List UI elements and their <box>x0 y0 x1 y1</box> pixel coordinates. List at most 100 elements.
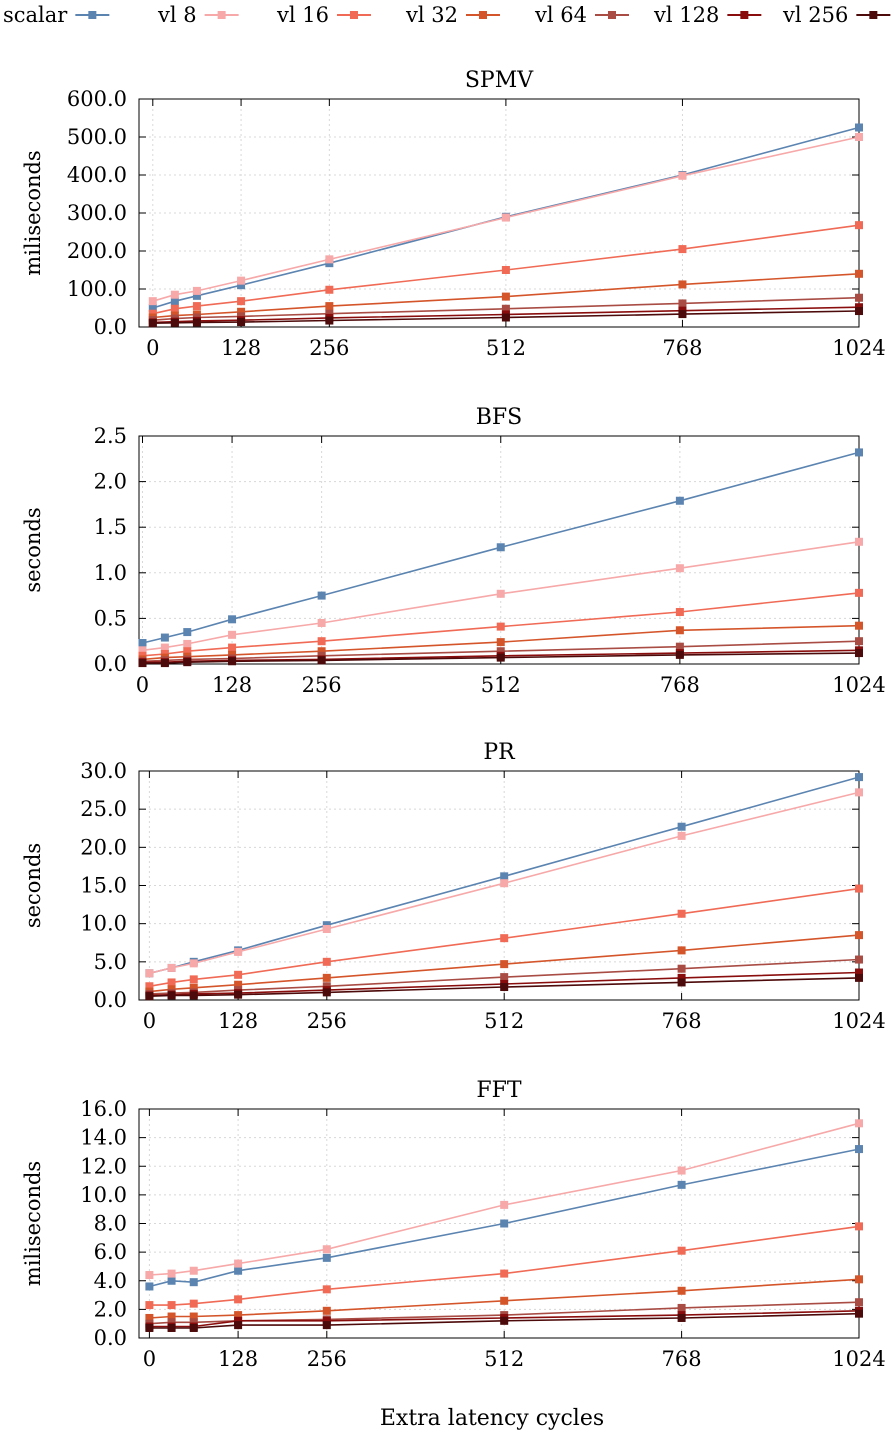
plot-frame <box>138 435 860 665</box>
data-point <box>322 1253 331 1262</box>
data-point <box>237 276 246 285</box>
data-point <box>496 647 505 656</box>
data-point <box>855 588 863 597</box>
axes: 0.0 100.0 200.0 300.0 400.0 500.0 600.0 0 128 256… <box>67 87 886 360</box>
legend-marker <box>607 11 616 19</box>
chart-fft: 0.0 2.0 4.0 6.0 8.0 10.0 12.0 14.0 16.0 0 128 256 51… <box>21 1078 886 1371</box>
data-point <box>170 290 179 299</box>
y-tick-label: 0.5 <box>94 606 127 630</box>
data-point <box>325 255 334 264</box>
data-point <box>677 1303 686 1312</box>
x-tick-label: 256 <box>302 673 342 697</box>
legend-marker <box>869 11 878 19</box>
y-tick-label: 5.0 <box>94 950 127 974</box>
data-point <box>167 1301 176 1310</box>
data-point <box>500 1269 509 1278</box>
data-point <box>145 1323 154 1332</box>
data-point <box>855 1222 863 1231</box>
data-point <box>189 1299 198 1308</box>
data-point <box>234 1311 243 1320</box>
data-point <box>145 1313 154 1322</box>
data-point <box>160 643 169 652</box>
y-tick-label: 0.0 <box>94 652 127 676</box>
y-tick-label: 100.0 <box>67 277 127 301</box>
data-point <box>189 983 198 992</box>
data-point <box>322 1321 331 1330</box>
data-point <box>855 1145 863 1154</box>
data-point <box>192 302 201 311</box>
data-point <box>855 621 863 630</box>
data-point <box>148 304 157 312</box>
data-point <box>501 313 510 322</box>
y-tick-label: 16.0 <box>80 1097 127 1121</box>
data-point <box>855 269 863 278</box>
data-point <box>234 1316 243 1325</box>
data-point <box>183 628 192 637</box>
data-point <box>855 123 863 132</box>
legend-entry-vl-128: vl 128 <box>653 3 762 27</box>
y-tick-label: 300.0 <box>67 201 127 225</box>
data-point <box>677 909 686 918</box>
y-axis-label: seconds <box>21 843 45 928</box>
data-point <box>317 637 326 646</box>
chart-title: SPMV <box>465 68 534 93</box>
data-point <box>189 1318 198 1327</box>
y-tick-label: 8.0 <box>94 1212 127 1236</box>
data-point <box>237 281 246 290</box>
data-point <box>189 959 198 968</box>
data-point <box>148 319 157 328</box>
series-vl-32 <box>145 1275 863 1322</box>
data-point <box>325 285 334 294</box>
data-point <box>675 608 684 617</box>
data-point <box>322 988 331 997</box>
data-point <box>138 659 147 668</box>
data-point <box>675 642 684 651</box>
chart-spmv: 0.0 100.0 200.0 300.0 400.0 500.0 600.0 0 128 256… <box>21 68 886 360</box>
legend-marker <box>478 11 487 19</box>
data-point <box>677 822 686 831</box>
data-point <box>500 1316 509 1325</box>
data-point <box>167 963 176 972</box>
legend-entry-vl-64: vl 64 <box>534 3 629 27</box>
x-tick-label: 128 <box>221 336 261 360</box>
data-point <box>855 884 863 893</box>
series-vl-8 <box>145 1119 863 1280</box>
data-point <box>322 1245 331 1254</box>
data-point <box>145 1282 154 1291</box>
y-tick-label: 600.0 <box>67 87 127 111</box>
series-vl-8 <box>138 537 863 655</box>
x-tick-label: 256 <box>309 336 349 360</box>
data-point <box>322 925 331 934</box>
chart-panels: 0.0 100.0 200.0 300.0 400.0 500.0 600.0 0 128 256… <box>21 68 886 1371</box>
series-vl-8 <box>148 133 863 306</box>
data-point <box>496 638 505 647</box>
data-point <box>138 646 147 655</box>
data-point <box>145 992 154 1001</box>
x-tick-label: 128 <box>218 1009 258 1033</box>
data-point <box>855 1309 863 1318</box>
data-point <box>325 316 334 325</box>
data-point <box>496 543 505 552</box>
y-tick-label: 1.5 <box>94 515 127 539</box>
x-tick-label: 128 <box>212 673 252 697</box>
y-tick-label: 10.0 <box>80 912 127 936</box>
data-point <box>145 1271 154 1280</box>
data-point <box>675 650 684 659</box>
data-point <box>678 299 687 308</box>
data-point <box>500 983 509 992</box>
x-tick-label: 0 <box>143 1347 156 1371</box>
y-tick-label: 1.0 <box>94 561 127 585</box>
x-tick-label: 512 <box>484 1009 524 1033</box>
legend-entry-vl-8: vl 8 <box>157 3 239 27</box>
x-tick-label: 512 <box>484 1347 524 1371</box>
data-point <box>317 591 326 600</box>
data-point <box>855 307 863 316</box>
series-vl-16 <box>145 884 863 991</box>
data-point <box>317 656 326 665</box>
data-point <box>145 1301 154 1310</box>
data-point <box>325 302 334 311</box>
y-tick-label: 12.0 <box>80 1154 127 1178</box>
data-point <box>170 318 179 327</box>
y-tick-label: 2.0 <box>94 470 127 494</box>
data-point <box>167 1276 176 1285</box>
